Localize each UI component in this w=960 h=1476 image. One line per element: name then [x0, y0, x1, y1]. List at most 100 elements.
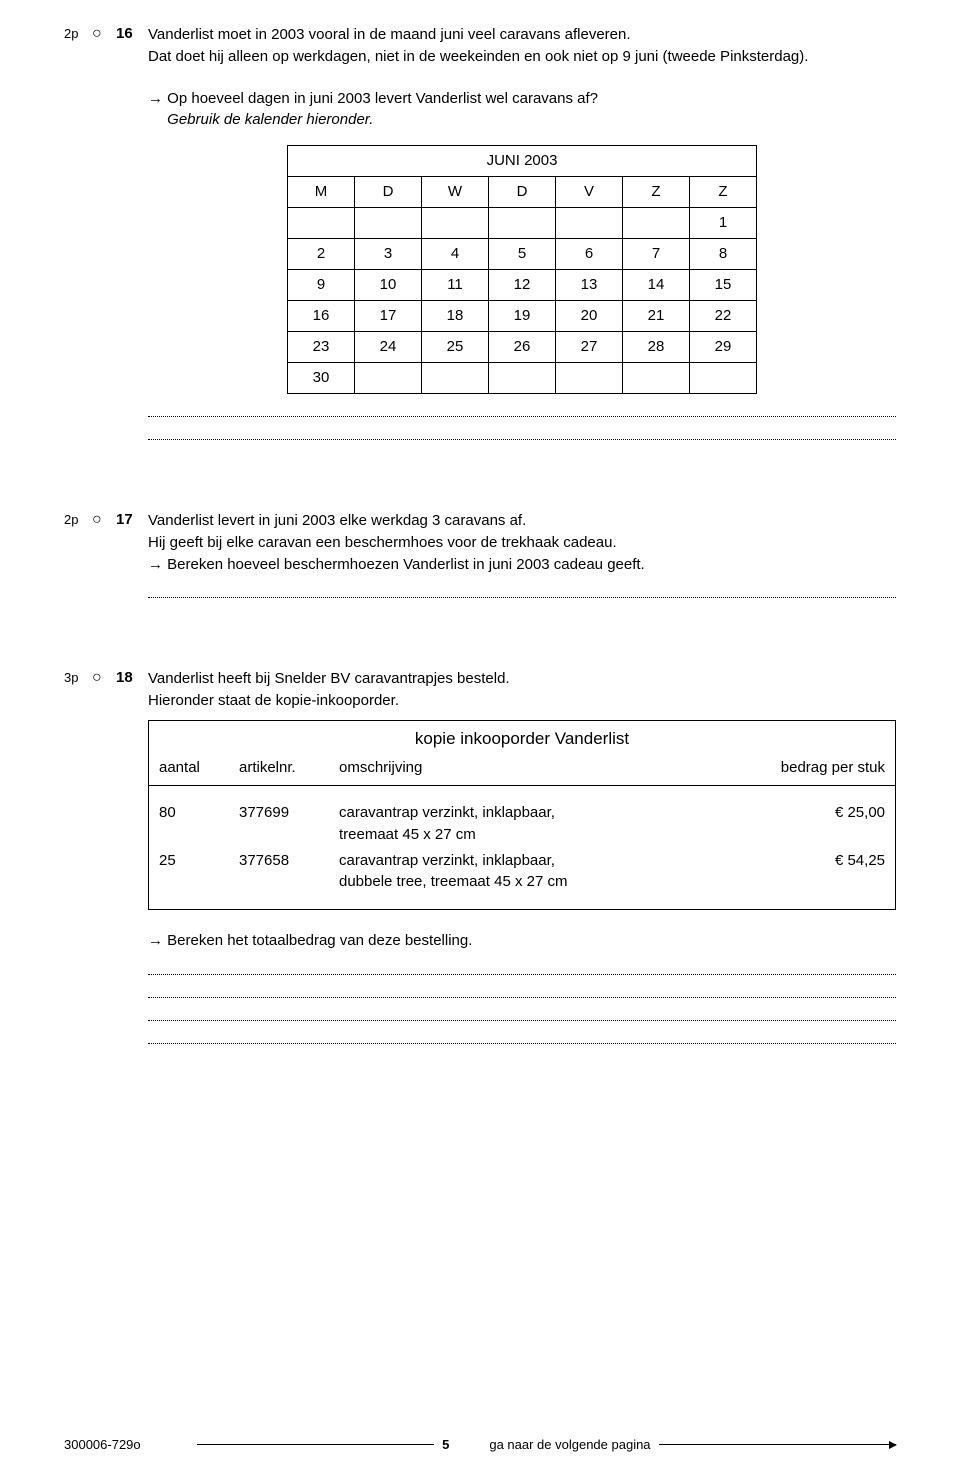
calendar-cell: 5 [489, 239, 556, 270]
order-cell-bedrag: € 25,00 [735, 800, 895, 848]
calendar-cell: 27 [556, 332, 623, 363]
order-header-aantal: aantal [149, 755, 229, 785]
question-18-row: 3p ○ 18 Vanderlist heeft bij Snelder BV … [64, 668, 896, 1066]
calendar-cell [355, 363, 422, 394]
calendar-day-header: D [489, 177, 556, 208]
calendar-cell [623, 208, 690, 239]
answer-line [148, 997, 896, 998]
calendar-cell: 12 [489, 270, 556, 301]
q17-prompt: Bereken hoeveel beschermhoezen Vanderlis… [167, 556, 645, 573]
points-q16: 2p [64, 24, 92, 41]
calendar-cell: 14 [623, 270, 690, 301]
question-number-16: 16 [116, 24, 148, 42]
q17-text-1: Vanderlist levert in juni 2003 elke werk… [148, 512, 526, 529]
q16-text-2: Dat doet hij alleen op werkdagen, niet i… [148, 48, 808, 65]
calendar-juni-2003: JUNI 2003 M D W D V Z Z 1 2345678 910 [287, 145, 757, 394]
order-table: aantal artikelnr. omschrijving bedrag pe… [149, 755, 895, 909]
order-header-row: aantal artikelnr. omschrijving bedrag pe… [149, 755, 895, 785]
answer-line [148, 416, 896, 417]
calendar-cell: 28 [623, 332, 690, 363]
order-box: kopie inkooporder Vanderlist aantal arti… [148, 720, 896, 910]
calendar-cell: 17 [355, 301, 422, 332]
points-q17: 2p [64, 510, 92, 527]
calendar-cell [489, 208, 556, 239]
calendar-cell [355, 208, 422, 239]
order-header-bedrag: bedrag per stuk [735, 755, 895, 785]
calendar-cell: 23 [288, 332, 355, 363]
order-row: 80 377699 caravantrap verzinkt, inklapba… [149, 800, 895, 848]
q18-text-2: Hieronder staat de kopie-inkooporder. [148, 692, 399, 709]
order-row: 25 377658 caravantrap verzinkt, inklapba… [149, 848, 895, 896]
points-q18: 3p [64, 668, 92, 685]
order-cell-art: 377658 [229, 848, 329, 896]
calendar-cell: 19 [489, 301, 556, 332]
q17-text-2: Hij geeft bij elke caravan een beschermh… [148, 534, 617, 551]
calendar-cell: 18 [422, 301, 489, 332]
calendar-cell: 10 [355, 270, 422, 301]
calendar-title: JUNI 2003 [288, 146, 757, 177]
calendar-day-header: M [288, 177, 355, 208]
order-cell-omschr: caravantrap verzinkt, inklapbaar, dubbel… [329, 848, 735, 896]
arrow-icon: → [148, 90, 163, 107]
calendar-row: 1 [288, 208, 757, 239]
calendar-cell: 22 [690, 301, 757, 332]
footer-arrow-line [659, 1444, 896, 1445]
calendar-cell: 13 [556, 270, 623, 301]
order-title: kopie inkooporder Vanderlist [149, 721, 895, 756]
calendar-day-header: W [422, 177, 489, 208]
question-number-17: 17 [116, 510, 148, 528]
answer-line [148, 974, 896, 975]
footer-code: 300006-729o [64, 1437, 141, 1452]
question-17-body: Vanderlist levert in juni 2003 elke werk… [148, 510, 896, 620]
q18-text-1: Vanderlist heeft bij Snelder BV caravant… [148, 670, 510, 687]
order-omschr-line: treemaat 45 x 27 cm [339, 826, 476, 843]
arrow-icon: → [148, 556, 163, 573]
question-17-row: 2p ○ 17 Vanderlist levert in juni 2003 e… [64, 510, 896, 620]
calendar-cell: 20 [556, 301, 623, 332]
bullet-circle: ○ [92, 668, 116, 687]
order-header-omschrijving: omschrijving [329, 755, 735, 785]
order-cell-art: 377699 [229, 800, 329, 848]
q16-hint: Gebruik de kalender hieronder. [167, 111, 373, 128]
question-18-body: Vanderlist heeft bij Snelder BV caravant… [148, 668, 896, 1066]
calendar-cell: 2 [288, 239, 355, 270]
calendar-cell: 29 [690, 332, 757, 363]
calendar-day-header: V [556, 177, 623, 208]
calendar-header-row: M D W D V Z Z [288, 177, 757, 208]
q18-prompt: Bereken het totaalbedrag van deze bestel… [167, 932, 472, 949]
calendar-row: 16171819202122 [288, 301, 757, 332]
order-cell-aantal: 25 [149, 848, 229, 896]
answer-line [148, 1020, 896, 1021]
answer-line [148, 597, 896, 598]
bullet-circle: ○ [92, 510, 116, 529]
calendar-cell: 6 [556, 239, 623, 270]
calendar-day-header: Z [690, 177, 757, 208]
answer-line [148, 1043, 896, 1044]
calendar-day-header: D [355, 177, 422, 208]
calendar-cell: 15 [690, 270, 757, 301]
calendar-cell: 8 [690, 239, 757, 270]
page: 2p ○ 16 Vanderlist moet in 2003 vooral i… [0, 0, 960, 1476]
calendar-cell: 1 [690, 208, 757, 239]
calendar-cell [422, 363, 489, 394]
calendar-cell [690, 363, 757, 394]
arrow-icon: → [148, 932, 163, 949]
order-omschr-line: caravantrap verzinkt, inklapbaar, [339, 804, 555, 821]
bullet-circle: ○ [92, 24, 116, 43]
answer-line [148, 439, 896, 440]
page-footer: 300006-729o 5 ga naar de volgende pagina [64, 1437, 896, 1452]
q16-text-1: Vanderlist moet in 2003 vooral in de maa… [148, 26, 631, 43]
order-cell-aantal: 80 [149, 800, 229, 848]
calendar-cell [556, 208, 623, 239]
calendar-cell: 25 [422, 332, 489, 363]
question-number-18: 18 [116, 668, 148, 686]
calendar-cell [288, 208, 355, 239]
calendar-cell: 24 [355, 332, 422, 363]
calendar-cell: 7 [623, 239, 690, 270]
calendar-cell [556, 363, 623, 394]
footer-line [197, 1444, 434, 1445]
calendar-cell [623, 363, 690, 394]
calendar-cell [489, 363, 556, 394]
calendar-row: 23242526272829 [288, 332, 757, 363]
calendar-row: 30 [288, 363, 757, 394]
